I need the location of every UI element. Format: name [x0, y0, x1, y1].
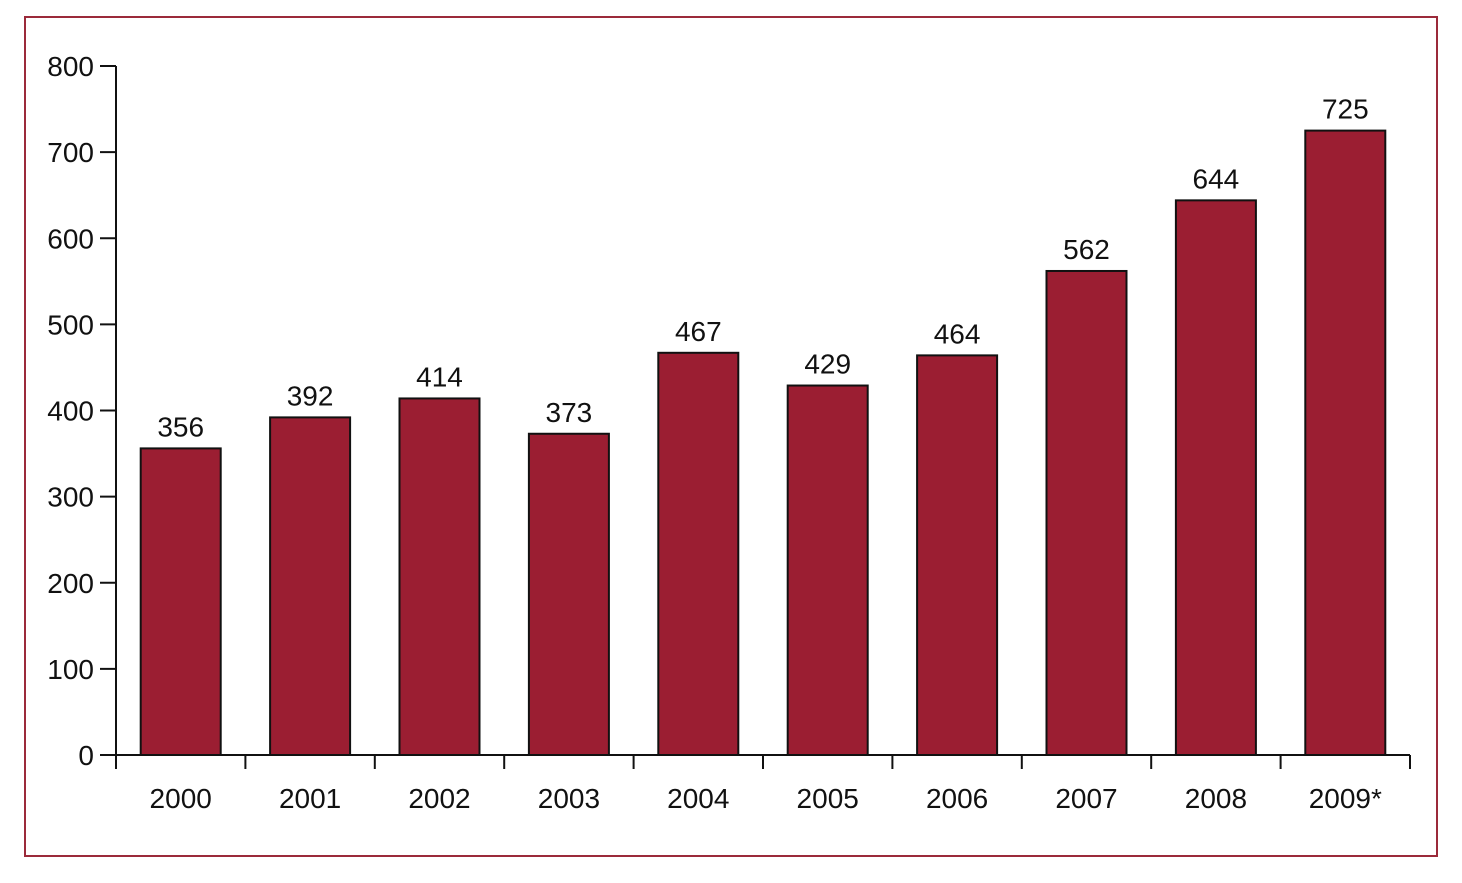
data-label: 464: [934, 318, 981, 349]
bar-2006: [916, 354, 999, 756]
x-tick-label: 2008: [1185, 783, 1247, 814]
bar-2007: [1045, 269, 1128, 756]
bar-2004: [657, 351, 740, 756]
bars: [139, 129, 1387, 757]
bar-2008: [1174, 199, 1257, 757]
x-tick-label: 2002: [408, 783, 470, 814]
x-tick-label: 2003: [538, 783, 600, 814]
x-axis: 2000 2001 2002 2003 2004 2005 2006 2007 2008 2009…: [115, 754, 1411, 814]
bar-2005: [786, 384, 869, 756]
data-label: 467: [675, 316, 722, 347]
y-tick-label: 800: [47, 51, 94, 82]
y-tick-label: 700: [47, 137, 94, 168]
data-label: 392: [287, 380, 334, 411]
data-label: 429: [804, 349, 851, 380]
y-tick-label: 500: [47, 309, 94, 340]
x-tick-label: 2000: [150, 783, 212, 814]
data-label: 725: [1322, 94, 1369, 125]
x-tick-label: 2006: [926, 783, 988, 814]
x-tick-label: 2004: [667, 783, 729, 814]
x-tick-label: 2009*: [1309, 783, 1382, 814]
bar-2001: [269, 416, 352, 756]
data-label: 414: [416, 361, 463, 392]
bar-2002: [398, 397, 481, 756]
y-tick-label: 600: [47, 223, 94, 254]
bar-2000: [139, 447, 222, 756]
y-tick-label: 0: [78, 740, 94, 771]
y-tick-label: 300: [47, 482, 94, 513]
bar-2003: [527, 432, 610, 756]
y-tick-label: 200: [47, 568, 94, 599]
data-label: 562: [1063, 234, 1110, 265]
data-label: 373: [546, 397, 593, 428]
y-tick-label: 400: [47, 396, 94, 427]
x-tick-label: 2005: [797, 783, 859, 814]
y-tick-label: 100: [47, 654, 94, 685]
value-labels: 356 392 414 373 467 429 464 562 644 725: [157, 94, 1368, 443]
y-axis: 0 100 200 300 400 500 600 700 800: [47, 51, 117, 771]
bar-2009: [1304, 129, 1387, 756]
data-label: 356: [157, 411, 204, 442]
x-tick-label: 2007: [1055, 783, 1117, 814]
data-label: 644: [1193, 163, 1240, 194]
x-tick-label: 2001: [279, 783, 341, 814]
